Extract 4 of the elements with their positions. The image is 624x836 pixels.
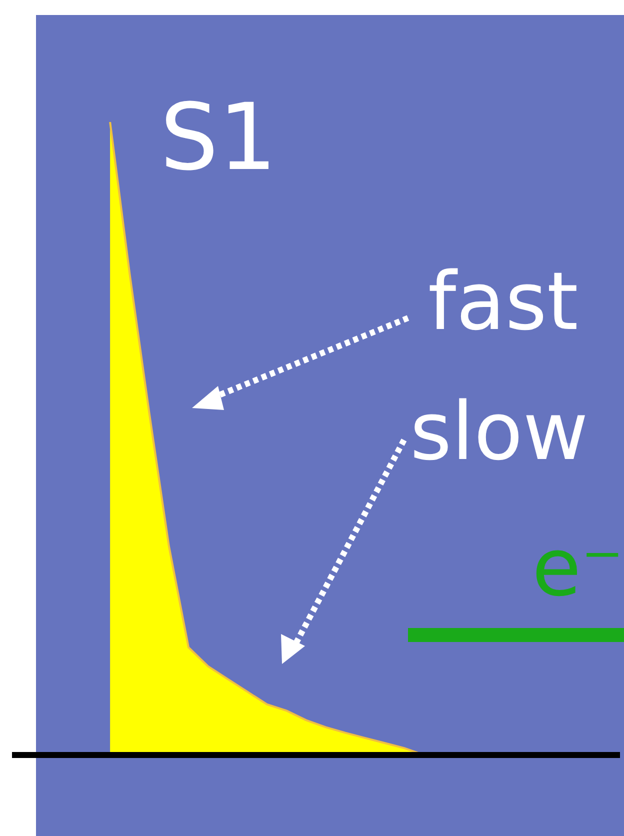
annotation: fast xyxy=(428,255,578,348)
annotation: e⁻ xyxy=(532,521,624,614)
chart-title: S1 xyxy=(160,84,277,191)
annotation: slow xyxy=(410,385,588,478)
